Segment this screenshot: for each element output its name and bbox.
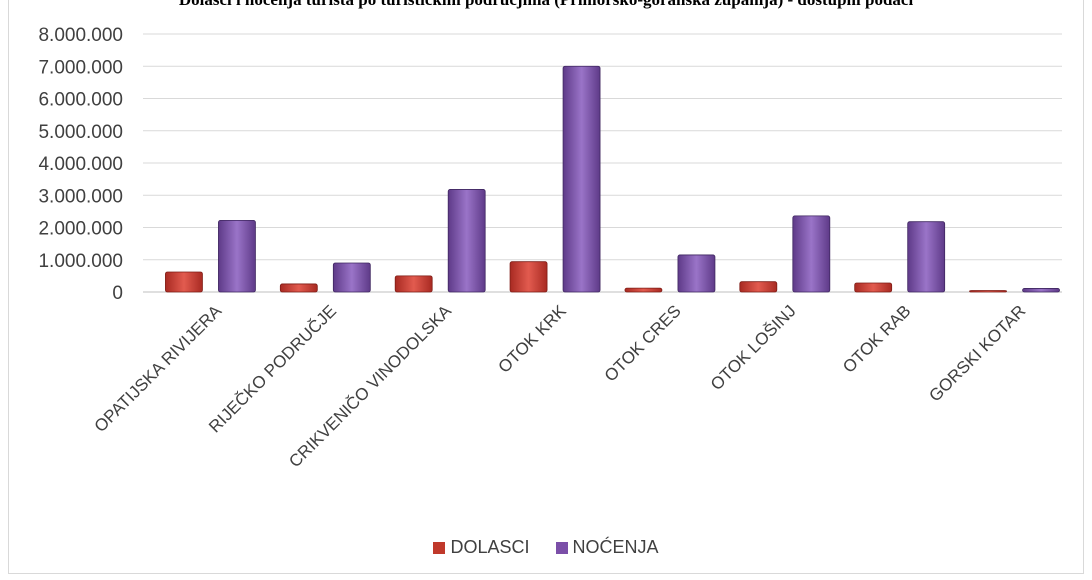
chart-title: Dolasci i noćenja turista po turističkim…	[0, 0, 1092, 10]
y-tick-label: 7.000.000	[38, 57, 123, 78]
y-tick-label: 3.000.000	[38, 186, 123, 207]
x-tick-label: OTOK LOŠINJ	[707, 301, 800, 394]
x-tick-label: OPATIJSKA RIVIJERA	[91, 301, 226, 436]
bar-dolasci	[739, 281, 778, 293]
bar-dolasci	[165, 271, 203, 293]
bar-nocenja	[218, 220, 256, 293]
y-tick-label: 6.000.000	[38, 90, 123, 111]
legend-swatch-dolasci	[433, 541, 446, 554]
legend-item-nocenja: NOĆENJA	[555, 537, 659, 558]
bar-nocenja	[562, 65, 601, 293]
x-tick-label: OTOK RAB	[839, 301, 914, 376]
bar-nocenja	[1022, 288, 1060, 293]
bar-chart: 0 1.000.000 2.000.000 3.000.000 4.000.000 5.0…	[38, 25, 1062, 471]
legend-label-dolasci: DOLASCI	[450, 537, 530, 557]
bar-dolasci	[279, 283, 318, 293]
bar-nocenja	[792, 215, 831, 293]
x-tick-label: GORSKI KOTAR	[925, 301, 1029, 405]
y-tick-label: 1.000.000	[38, 251, 123, 272]
x-tick-label: OTOK KRK	[495, 301, 571, 377]
bar-dolasci	[969, 290, 1007, 293]
bar-nocenja	[447, 189, 486, 293]
bar-dolasci	[509, 261, 548, 293]
bars	[165, 65, 1060, 293]
bar-dolasci	[624, 287, 663, 293]
y-tick-label: 5.000.000	[38, 122, 123, 143]
legend-item-dolasci: DOLASCI	[433, 537, 530, 558]
legend: DOLASCI NOĆENJA	[0, 537, 1092, 558]
x-tick-label: OTOK CRES	[601, 301, 685, 385]
y-tick-label: 4.000.000	[38, 154, 123, 175]
bar-dolasci	[854, 282, 893, 293]
bar-dolasci	[394, 275, 433, 293]
bar-nocenja	[332, 262, 371, 293]
y-tick-label: 2.000.000	[38, 219, 123, 240]
x-tick-label: RIJEČKO PODRUČJE	[205, 301, 340, 436]
legend-swatch-nocenja	[555, 541, 568, 554]
bar-nocenja	[907, 221, 946, 293]
bar-nocenja	[677, 254, 716, 293]
y-axis-ticks: 0 1.000.000 2.000.000 3.000.000 4.000.000 5.0…	[38, 25, 123, 304]
legend-label-nocenja: NOĆENJA	[572, 537, 659, 557]
y-tick-label: 0	[112, 283, 123, 304]
y-tick-label: 8.000.000	[38, 25, 123, 46]
